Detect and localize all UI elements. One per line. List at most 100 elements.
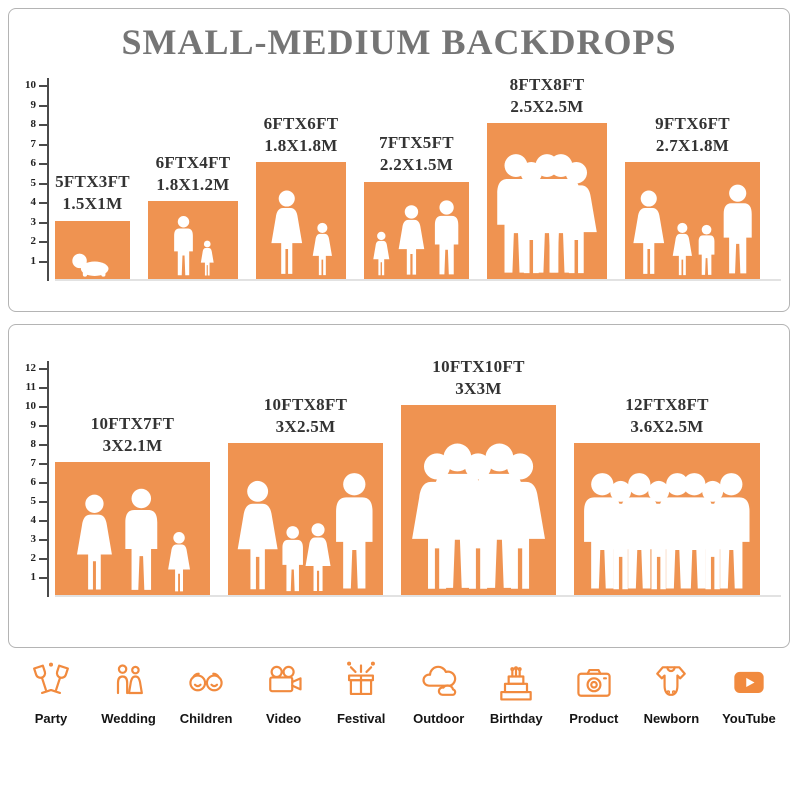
children-icon	[189, 672, 223, 692]
person-silhouette-child	[696, 224, 717, 277]
ruler-tick: 6	[31, 158, 47, 169]
ruler-number: 9	[30, 419, 37, 431]
ruler-number: 7	[30, 457, 37, 469]
person-silhouette-woman	[550, 160, 603, 277]
size-feet: 5FTX3FT	[55, 172, 130, 192]
category-children: Children	[171, 660, 241, 726]
size-meters: 2.5X2.5M	[510, 96, 584, 116]
backdrop-size-label: 6FTX4FT 1.8X1.2M	[156, 152, 231, 196]
size-meters: 3X3M	[455, 378, 502, 398]
people-silhouettes	[629, 183, 756, 277]
size-feet: 6FTX6FT	[263, 113, 339, 133]
person-silhouette-man	[330, 471, 379, 593]
category-label: Children	[179, 711, 233, 726]
person-silhouette-woman	[72, 493, 117, 593]
backdrop-column: 7FTX5FT 2.2X1.5M	[364, 132, 469, 279]
backdrop-column: 12FTX8FT 3.6X2.5M	[574, 394, 760, 595]
ruler-number: 4	[30, 514, 37, 526]
ruler-number: 11	[25, 381, 36, 393]
category-wedding: Wedding	[94, 660, 164, 726]
ruler-tick: 3	[31, 216, 47, 227]
backdrop-column: 6FTX4FT 1.8X1.2M	[148, 152, 238, 279]
festival-icon	[347, 661, 376, 696]
panel-small-medium: SMALL-MEDIUM BACKDROPS 1 2 3 4 5 6 7 8 9 10 5FTX3…	[8, 8, 790, 312]
person-silhouette-man	[707, 471, 756, 593]
ruler-number: 7	[30, 137, 37, 150]
person-silhouette-woman	[629, 189, 669, 277]
ruler-tick: 10	[25, 401, 47, 412]
size-feet: 10FTX10FT	[432, 356, 525, 376]
backdrop-column: 8FTX8FT 2.5X2.5M	[487, 74, 607, 279]
ruler-number: 6	[30, 476, 37, 488]
person-silhouette-woman	[232, 479, 283, 593]
person-silhouette-woman	[488, 451, 552, 594]
people-silhouettes	[59, 251, 126, 277]
category-label: Party	[34, 711, 68, 726]
ruler-tick: 8	[31, 439, 47, 450]
person-silhouette-man	[719, 183, 756, 277]
backdrop-size-label: 6FTX6FT 1.8X1.8M	[264, 113, 339, 157]
size-feet: 9FTX6FT	[655, 113, 730, 133]
size-meters: 3.6X2.5M	[630, 416, 704, 436]
size-feet: 8FTX8FT	[509, 74, 585, 94]
outdoor-icon	[422, 665, 456, 696]
ruler-tick: 9	[31, 99, 47, 110]
video-icon	[268, 665, 302, 693]
category-festival: Festival	[326, 660, 396, 726]
category-label: Wedding	[101, 711, 156, 726]
ruler-number: 2	[30, 552, 37, 564]
ruler-tick: 5	[31, 177, 47, 188]
ruler-number: 10	[25, 79, 36, 91]
ruler-tick: 1	[31, 255, 47, 266]
size-meters: 1.8X1.2M	[156, 174, 230, 194]
category-label: Newborn	[643, 711, 700, 726]
person-silhouette-childw	[199, 240, 216, 277]
ruler-number: 2	[30, 235, 37, 247]
size-meters: 2.2X1.5M	[379, 155, 454, 175]
person-silhouette-childw	[670, 222, 695, 277]
ruler-number: 8	[30, 118, 37, 130]
youtube-icon	[734, 671, 764, 693]
person-silhouette-childw	[165, 531, 193, 594]
category-outdoor: Outdoor	[404, 660, 474, 726]
category-label: Outdoor	[413, 711, 465, 726]
backdrop-size-label: 5FTX3FT 1.5X1M	[55, 171, 130, 215]
ruler-tick: 12	[25, 363, 47, 374]
backdrop-bar	[401, 405, 556, 595]
people-silhouettes	[152, 215, 234, 277]
backdrop-bar	[55, 462, 210, 595]
people-silhouettes	[578, 471, 756, 593]
ruler-tick: 6	[31, 477, 47, 488]
ruler-number: 3	[30, 533, 37, 545]
person-silhouette-man	[171, 215, 196, 277]
wedding-icon	[116, 664, 143, 695]
ruler-tick: 1	[31, 572, 47, 583]
ruler-tick: 7	[31, 458, 47, 469]
category-label: YouTube	[722, 711, 776, 726]
backdrop-bar	[625, 162, 760, 279]
ruler-tick: 10	[25, 80, 47, 91]
size-meters: 3X2.1M	[102, 435, 163, 455]
category-video: Video	[249, 660, 319, 726]
ruler-number: 4	[30, 196, 37, 208]
backdrop-size-label: 12FTX8FT 3.6X2.5M	[625, 394, 709, 438]
backdrop-size-label: 9FTX6FT 2.7X1.8M	[655, 113, 730, 157]
ruler-tick: 3	[31, 534, 47, 545]
backdrop-column: 10FTX10FT 3X3M	[401, 356, 556, 595]
people-silhouettes	[368, 199, 465, 277]
newborn-icon	[656, 666, 687, 696]
backdrop-size-label: 7FTX5FT 2.2X1.5M	[379, 132, 454, 176]
ruler-number: 3	[30, 215, 37, 228]
size-meters: 2.7X1.8M	[655, 135, 730, 155]
ruler-tick: 9	[31, 420, 47, 431]
people-silhouettes	[59, 487, 206, 593]
size-feet: 12FTX8FT	[625, 394, 709, 414]
person-silhouette-childw	[310, 222, 335, 277]
backdrop-bar	[256, 162, 346, 279]
people-silhouettes	[405, 441, 552, 593]
ruler-number: 6	[30, 157, 37, 169]
backdrop-column: 5FTX3FT 1.5X1M	[55, 171, 130, 279]
backdrop-bar	[55, 220, 130, 279]
ruler-feet-bottom: 1 2 3 4 5 6 7 8 9 10 11 12	[17, 361, 49, 597]
category-newborn: Newborn	[636, 660, 706, 726]
